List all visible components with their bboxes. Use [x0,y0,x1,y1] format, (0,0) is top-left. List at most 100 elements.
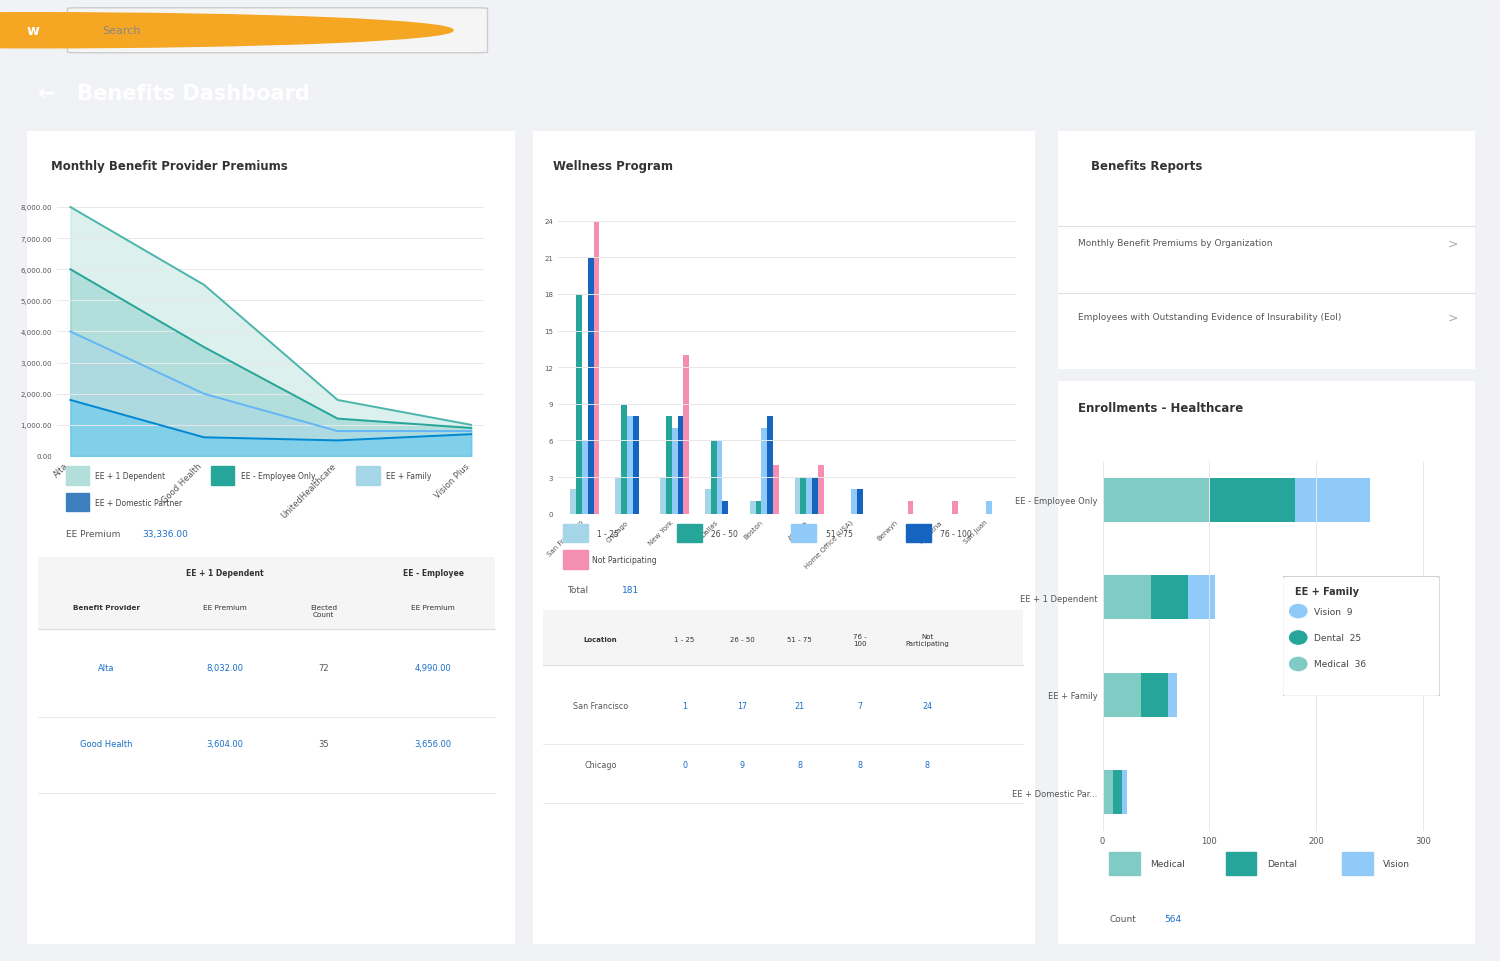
Text: EE + 1 Dependent: EE + 1 Dependent [96,472,165,480]
Text: ←   Benefits Dashboard: ← Benefits Dashboard [38,84,309,104]
Bar [1188,576,1215,620]
Bar [1110,851,1140,875]
Text: w: w [27,24,39,38]
Text: Location: Location [584,636,618,643]
Text: 0: 0 [682,760,687,770]
Bar [856,490,862,514]
Text: 8,032.00: 8,032.00 [207,664,243,673]
Text: 3,604.00: 3,604.00 [207,740,243,749]
FancyBboxPatch shape [1282,577,1440,697]
Bar [1294,478,1370,522]
Text: Wellness Program: Wellness Program [552,160,672,173]
Text: EE + Domestic Partner: EE + Domestic Partner [96,498,183,507]
Bar [1102,771,1113,814]
Text: 1: 1 [682,702,687,711]
Text: Elected
Count: Elected Count [310,604,338,618]
Text: Employees with Outstanding Evidence of Insurability (EoI): Employees with Outstanding Evidence of I… [1078,313,1341,322]
Text: Benefit Provider: Benefit Provider [72,604,140,611]
Text: Chicago: Chicago [585,760,616,770]
Text: EE Premium: EE Premium [66,530,120,539]
Bar [818,465,824,514]
Bar [1102,478,1209,522]
Text: 76 -
100: 76 - 100 [853,633,867,646]
Text: 8: 8 [858,760,862,770]
Bar [570,490,576,514]
Bar [711,441,717,514]
Circle shape [1290,604,1306,618]
Circle shape [1290,657,1306,671]
Text: EE - Employee Only: EE - Employee Only [242,472,315,480]
Text: EE + Family: EE + Family [386,472,432,480]
Bar [633,416,639,514]
Text: >: > [1448,311,1458,324]
Text: Not
Participating: Not Participating [904,633,950,646]
Bar [801,478,807,514]
Text: 26 - 50: 26 - 50 [730,636,754,643]
Bar [66,467,88,485]
Text: Alta: Alta [98,664,114,673]
Text: 8: 8 [798,760,802,770]
FancyBboxPatch shape [1053,376,1479,949]
Bar [1150,576,1188,620]
Bar [1113,771,1122,814]
Text: 26 - 50: 26 - 50 [711,530,738,538]
Bar [908,502,914,514]
Text: 8: 8 [924,760,930,770]
Bar [594,221,600,514]
Text: Not Participating: Not Participating [592,555,657,565]
Text: EE Premium: EE Premium [411,604,454,611]
Bar [812,478,818,514]
Text: >: > [1448,237,1458,250]
Bar [723,502,728,514]
Bar [772,465,778,514]
Bar [1209,478,1294,522]
Bar [850,490,856,514]
Text: Total: Total [567,585,588,595]
Text: 35: 35 [318,740,328,749]
Text: Vision: Vision [1383,859,1410,868]
Bar [582,441,588,514]
FancyBboxPatch shape [22,124,519,951]
Text: Medical: Medical [1150,859,1185,868]
Text: 7: 7 [856,702,862,711]
Text: San Francisco: San Francisco [573,702,628,711]
Bar [1167,673,1178,717]
Text: Good Health: Good Health [80,740,132,749]
Bar [211,467,234,485]
Bar [615,478,621,514]
Text: EE + Family: EE + Family [1294,586,1359,596]
Bar [1102,673,1142,717]
Text: Dental: Dental [1266,859,1296,868]
Bar [952,502,958,514]
Bar [676,525,702,543]
Bar [750,502,756,514]
Bar [576,295,582,514]
Bar [660,478,666,514]
Bar [666,416,672,514]
FancyBboxPatch shape [68,9,488,54]
Bar [1102,576,1150,620]
Text: 181: 181 [622,585,639,595]
Bar [627,416,633,514]
Bar [357,467,380,485]
FancyBboxPatch shape [1053,130,1479,372]
Text: EE + 1 Dependent: EE + 1 Dependent [186,569,264,578]
Bar [66,493,88,511]
Bar [1122,771,1126,814]
Bar [705,490,711,514]
Bar [807,478,812,514]
Bar [562,525,588,543]
Text: 564: 564 [1164,914,1180,924]
Bar [543,610,1023,666]
Bar [792,525,816,543]
Text: Enrollments - Healthcare: Enrollments - Healthcare [1078,401,1244,414]
Text: 9: 9 [740,760,746,770]
Bar [1226,851,1257,875]
Text: EE Premium: EE Premium [202,604,248,611]
Bar [562,551,588,569]
Text: 51 - 75: 51 - 75 [825,530,852,538]
Text: 76 - 100: 76 - 100 [940,530,972,538]
Bar [906,525,932,543]
Bar [756,502,762,514]
Bar [1342,851,1372,875]
